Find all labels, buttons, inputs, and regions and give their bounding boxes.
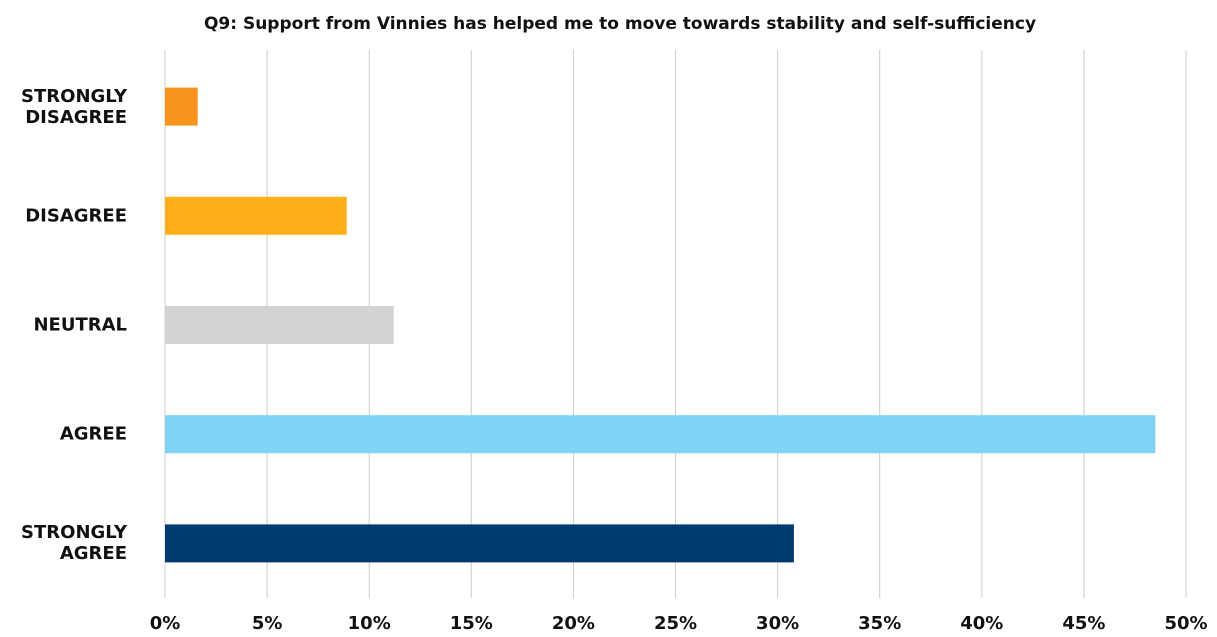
y-tick-label: STRONGLY DISAGREE [21,85,127,128]
x-tick-label: 40% [960,613,1003,634]
y-tick-label: NEUTRAL [33,314,127,336]
x-tick-label: 5% [252,613,283,634]
x-tick-label: 45% [1062,613,1105,634]
bar [165,196,347,235]
bar [165,415,1156,454]
x-tick-label: 20% [552,613,595,634]
chart-title: Q9: Support from Vinnies has helped me t… [204,14,1036,34]
x-tick-label: 10% [348,613,391,634]
bar [165,87,198,126]
bar [165,306,394,344]
x-tick-label: 30% [756,613,799,634]
x-tick-label: 35% [858,613,901,634]
x-tick-label: 25% [654,613,697,634]
y-tick-label: STRONGLY AGREE [21,522,127,565]
x-tick-label: 50% [1164,613,1207,634]
y-tick-label: DISAGREE [25,205,127,227]
bar [165,524,794,563]
y-tick-label: AGREE [59,423,127,445]
x-tick-label: 0% [150,613,181,634]
x-tick-label: 15% [450,613,493,634]
